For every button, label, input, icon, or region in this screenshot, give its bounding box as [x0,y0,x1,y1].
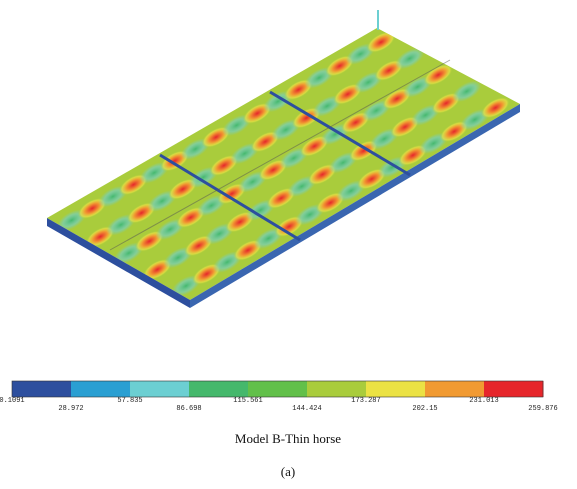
legend-swatch [366,381,426,397]
legend-tick-label: 28.972 [58,405,83,413]
stress-contours [54,27,513,301]
legend-tick-label: 202.15 [412,405,437,413]
figure: 0.1091 28.972 57.835 86.698 115.561 144.424 17… [0,0,577,489]
legend-swatch [425,381,485,397]
legend-swatch [12,381,72,397]
legend-tick-label: 259.876 [528,405,557,413]
plate-model [47,10,520,308]
legend-tick-label: 0.1091 [0,397,25,405]
legend-tick-label: 86.698 [176,405,201,413]
color-legend: 0.1091 28.972 57.835 86.698 115.561 144.424 17… [0,381,558,413]
legend-tick-label: 231.013 [469,397,498,405]
legend-tick-label: 173.287 [351,397,380,405]
legend-swatch [130,381,190,397]
legend-swatch [307,381,367,397]
legend-swatch [71,381,131,397]
legend-tick-label: 144.424 [292,405,321,413]
legend-tick-label: 57.835 [117,397,142,405]
figure-label: (a) [281,464,295,479]
legend-swatch [248,381,308,397]
caption: Model B-Thin horse [235,431,341,446]
legend-swatch [484,381,544,397]
legend-swatch [189,381,249,397]
legend-tick-label: 115.561 [233,397,262,405]
